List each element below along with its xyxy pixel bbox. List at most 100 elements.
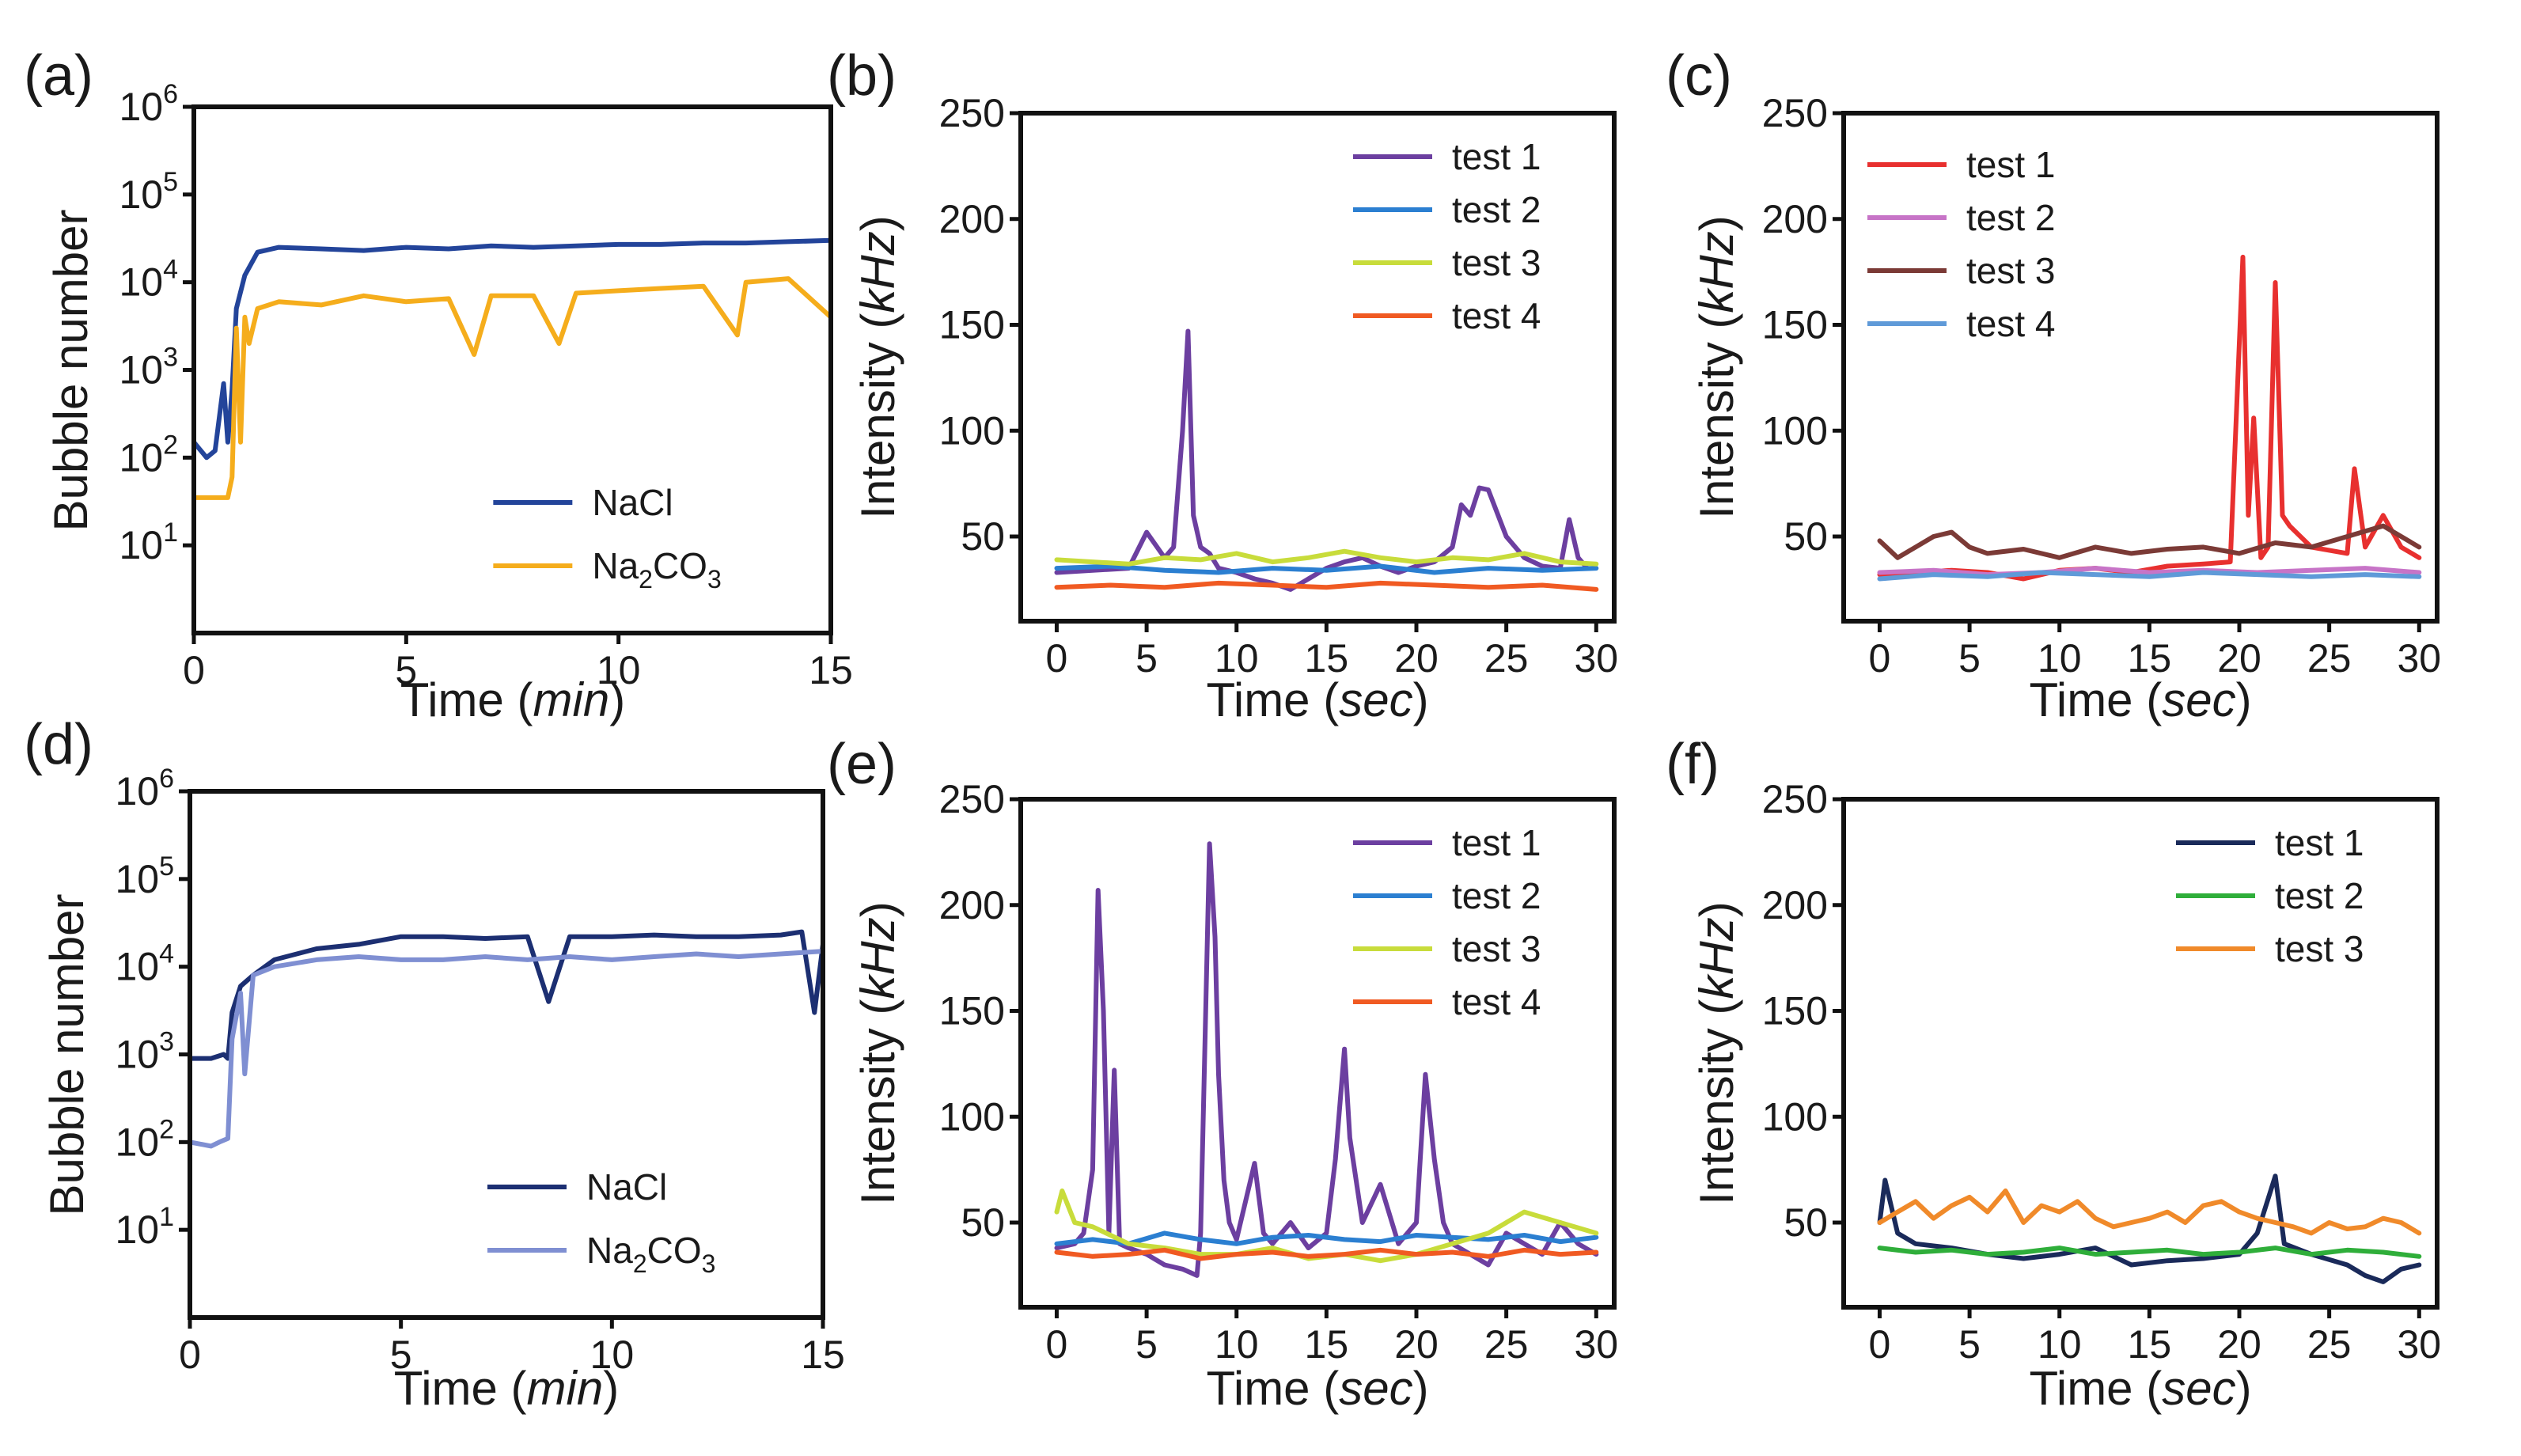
x-tick-label: 5 bbox=[395, 648, 417, 692]
series-line-test-3 bbox=[1877, 523, 2422, 560]
x-tick-label: 10 bbox=[2038, 636, 2082, 681]
legend-label: test 4 bbox=[1452, 295, 1541, 336]
plot-frame bbox=[1018, 797, 1617, 1310]
panel-label: (d) bbox=[24, 713, 93, 776]
legend-label: test 3 bbox=[1452, 242, 1541, 283]
x-tick-label: 10 bbox=[590, 1333, 635, 1377]
legend-label: test 3 bbox=[2275, 928, 2364, 969]
series-group bbox=[1877, 1174, 2422, 1284]
series-group bbox=[190, 929, 823, 1149]
y-tick-label: 104 bbox=[119, 255, 178, 305]
plot-frame bbox=[188, 789, 825, 1320]
x-tick-label: 10 bbox=[597, 648, 641, 692]
x-tick-label: 15 bbox=[801, 1333, 845, 1377]
y-tick-label: 50 bbox=[961, 1200, 1005, 1245]
y-tick-label: 200 bbox=[1762, 883, 1828, 927]
series-line-test-2 bbox=[1877, 1246, 2422, 1259]
series-line-test-2 bbox=[1054, 1230, 1599, 1246]
series-line-na2co3 bbox=[190, 949, 823, 1149]
x-tick-label: 30 bbox=[1574, 636, 1618, 681]
y-tick-label: 250 bbox=[939, 777, 1005, 821]
x-axis-label: Time (min) bbox=[400, 673, 625, 726]
x-tick-label: 10 bbox=[1215, 636, 1259, 681]
panel-label: (f) bbox=[1666, 733, 1719, 796]
series-line-test-3 bbox=[1877, 1188, 2422, 1236]
x-tick-label: 20 bbox=[2217, 1322, 2261, 1367]
y-axis-label: Intensity (kHz) bbox=[1690, 215, 1743, 518]
x-tick-label: 15 bbox=[2128, 1322, 2172, 1367]
panel-label: (c) bbox=[1666, 44, 1732, 108]
y-tick-label: 104 bbox=[115, 939, 174, 989]
x-axis-label: Time (sec) bbox=[1206, 673, 1428, 726]
series-line-test-4 bbox=[1054, 1247, 1599, 1261]
panel-d: (d) 0 5 10 15 101 102 103 104 105 106 Bubble number… bbox=[24, 713, 845, 1415]
y-tick-label: 150 bbox=[939, 303, 1005, 347]
y-axis-label: Intensity (kHz) bbox=[851, 215, 904, 518]
y-axis-label: Bubble number bbox=[40, 894, 93, 1216]
x-tick-label: 0 bbox=[1046, 636, 1068, 681]
series-line-nacl bbox=[194, 237, 831, 461]
x-axis-label: Time (sec) bbox=[1206, 1362, 1428, 1415]
series-line-test-3 bbox=[1054, 548, 1599, 567]
x-tick-label: 15 bbox=[1305, 1322, 1349, 1367]
y-tick-label: 103 bbox=[115, 1027, 174, 1077]
x-tick-label: 0 bbox=[1046, 1322, 1068, 1367]
panel-label: (e) bbox=[827, 733, 897, 796]
series-line-test-1 bbox=[1877, 1174, 2422, 1284]
y-tick-label: 200 bbox=[1762, 197, 1828, 241]
x-tick-label: 0 bbox=[1869, 636, 1891, 681]
legend-label: test 2 bbox=[2275, 875, 2364, 916]
legend-label: NaCl bbox=[592, 482, 673, 523]
plot-frame bbox=[1018, 111, 1617, 624]
series-line-test-1 bbox=[1054, 328, 1590, 592]
plot-frame bbox=[1841, 111, 2439, 624]
y-tick-label: 50 bbox=[1784, 1200, 1828, 1245]
x-tick-label: 15 bbox=[809, 648, 853, 692]
y-tick-label: 106 bbox=[115, 764, 174, 813]
plot-frame bbox=[191, 104, 833, 635]
legend-label: Na2CO3 bbox=[586, 1230, 715, 1278]
x-tick-label: 10 bbox=[2038, 1322, 2082, 1367]
panel-f: (f) 0 5 10 15 20 25 30 50 100 150 200 250 Intensity (… bbox=[1666, 733, 2441, 1415]
legend-label: test 4 bbox=[1452, 981, 1541, 1022]
x-tick-label: 20 bbox=[2217, 636, 2261, 681]
x-tick-label: 5 bbox=[1958, 636, 1981, 681]
y-tick-label: 150 bbox=[939, 989, 1005, 1033]
y-tick-label: 102 bbox=[119, 430, 178, 480]
x-axis-label: Time (sec) bbox=[2029, 1362, 2251, 1415]
x-tick-label: 30 bbox=[2397, 636, 2441, 681]
x-tick-label: 25 bbox=[1484, 1322, 1529, 1367]
x-tick-label: 0 bbox=[183, 648, 205, 692]
series-line-test-2 bbox=[1054, 563, 1599, 575]
y-tick-label: 150 bbox=[1762, 989, 1828, 1033]
y-tick-label: 101 bbox=[115, 1202, 174, 1252]
legend-label: test 1 bbox=[1966, 144, 2056, 185]
x-tick-label: 5 bbox=[1958, 1322, 1981, 1367]
legend-label: test 1 bbox=[2275, 822, 2364, 863]
series-line-test-2 bbox=[1877, 566, 2422, 578]
x-tick-label: 0 bbox=[1869, 1322, 1891, 1367]
y-tick-label: 150 bbox=[1762, 303, 1828, 347]
y-axis-label: Bubble number bbox=[44, 210, 97, 532]
series-group bbox=[1054, 328, 1599, 592]
y-tick-label: 100 bbox=[1762, 408, 1828, 453]
x-axis-label: Time (min) bbox=[394, 1362, 619, 1415]
legend-label: NaCl bbox=[586, 1166, 667, 1208]
panel-b: (b) 0 5 10 15 20 25 30 50 100 150 200 250 Intensity (… bbox=[827, 44, 1618, 726]
legend-label: test 2 bbox=[1452, 875, 1541, 916]
y-tick-label: 105 bbox=[115, 851, 174, 901]
legend-label: test 3 bbox=[1452, 928, 1541, 969]
legend-label: Na2CO3 bbox=[592, 545, 721, 593]
x-tick-label: 20 bbox=[1394, 1322, 1439, 1367]
y-tick-label: 106 bbox=[119, 79, 178, 129]
y-axis-label: Intensity (kHz) bbox=[1690, 901, 1743, 1204]
y-tick-label: 50 bbox=[1784, 514, 1828, 559]
legend-label: test 4 bbox=[1966, 303, 2056, 344]
x-tick-label: 15 bbox=[1305, 636, 1349, 681]
x-tick-label: 5 bbox=[1135, 636, 1158, 681]
y-tick-label: 200 bbox=[939, 883, 1005, 927]
series-group bbox=[1877, 254, 2422, 582]
legend-label: test 1 bbox=[1452, 822, 1541, 863]
x-axis-label: Time (sec) bbox=[2029, 673, 2251, 726]
x-tick-label: 30 bbox=[2397, 1322, 2441, 1367]
